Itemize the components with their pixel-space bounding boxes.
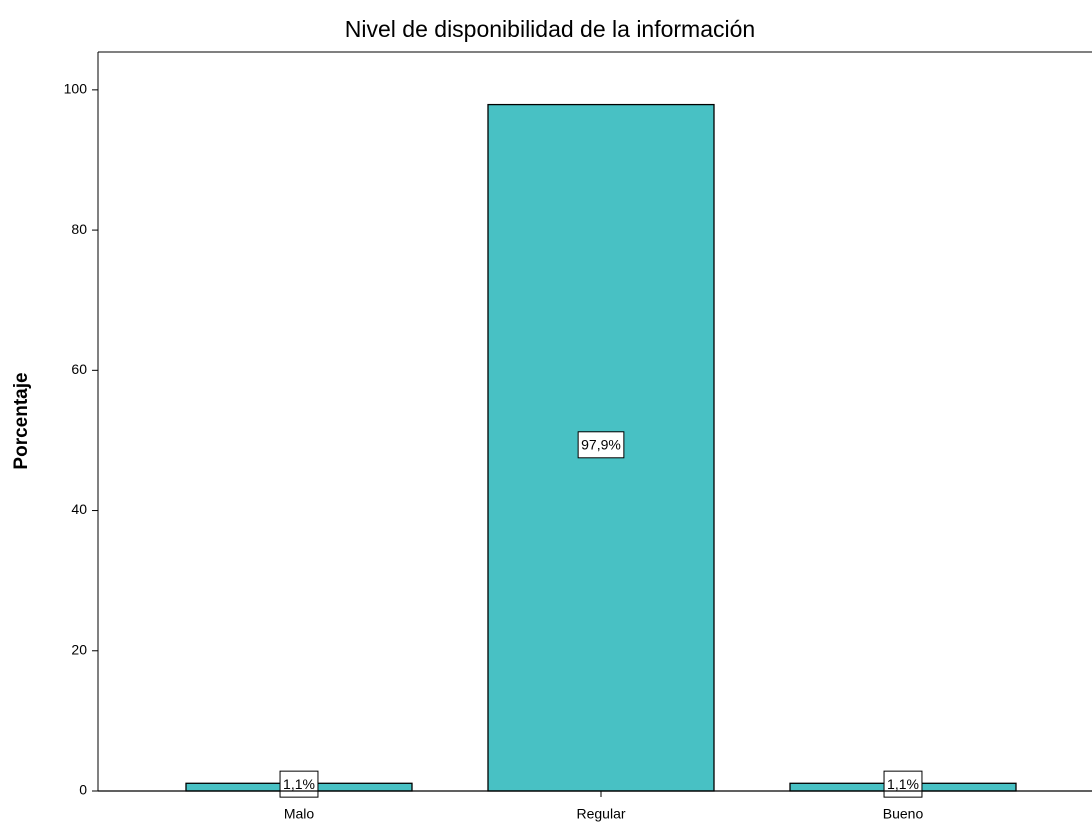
y-tick-label: 60 <box>71 361 87 377</box>
x-tick-label: Malo <box>284 806 315 822</box>
value-label: 1,1% <box>887 776 919 792</box>
y-tick-label: 40 <box>71 501 87 517</box>
x-tick-label: Regular <box>576 806 625 822</box>
y-tick-label: 100 <box>64 81 88 97</box>
y-tick-label: 0 <box>79 782 87 798</box>
value-label-box <box>577 431 625 459</box>
y-tick-label: 20 <box>71 641 87 657</box>
y-axis-label: Porcentaje <box>11 372 32 469</box>
chart-title: Nivel de disponibilidad de la informació… <box>345 16 755 42</box>
value-label-box <box>883 770 923 798</box>
value-label: 97,9% <box>581 436 621 452</box>
y-tick-label: 80 <box>71 221 87 237</box>
value-label: 1,1% <box>283 776 315 792</box>
value-label-box <box>279 770 319 798</box>
x-tick-label: Bueno <box>883 806 924 822</box>
